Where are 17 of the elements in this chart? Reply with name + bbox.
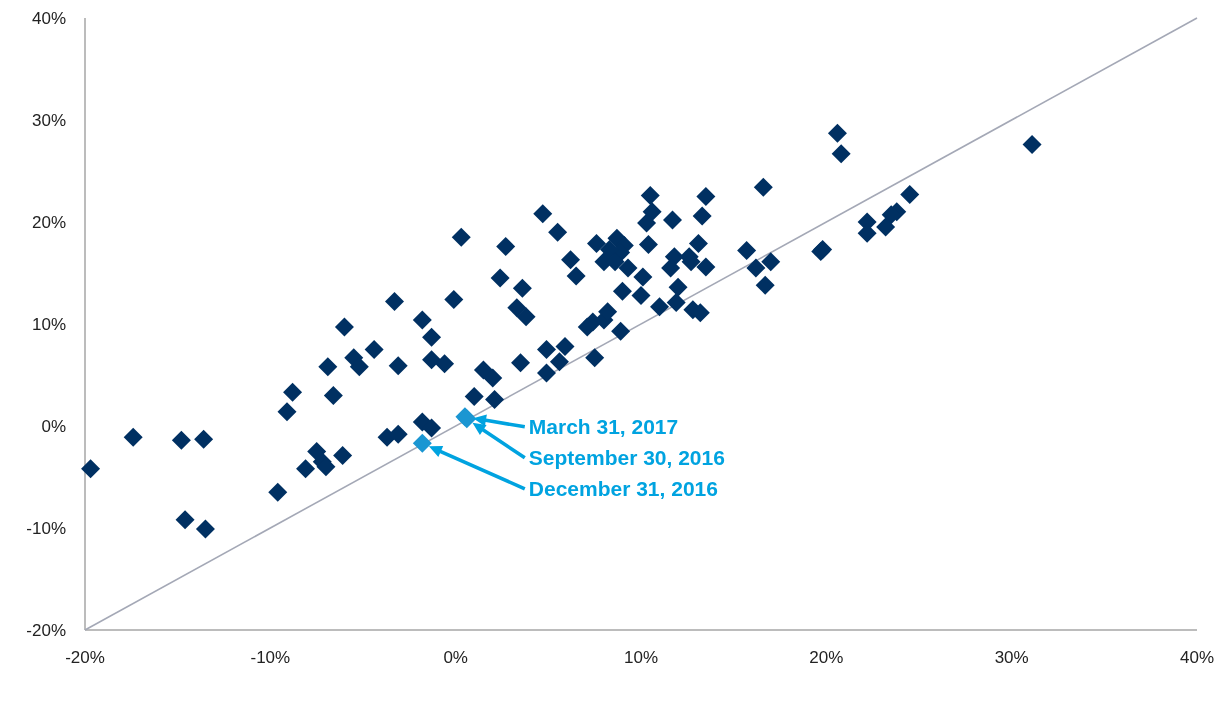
y-tick-label: 10% xyxy=(31,314,66,334)
x-tick-label: 30% xyxy=(994,648,1029,667)
y-tick-label: 20% xyxy=(31,212,66,232)
x-tick-label: 10% xyxy=(623,648,659,667)
y-tick-label: 0% xyxy=(41,416,66,436)
y-tick-label: 30% xyxy=(31,110,66,130)
x-tick-label: -10% xyxy=(250,648,291,667)
y-tick-label: -20% xyxy=(26,620,66,640)
x-tick-label: 40% xyxy=(1179,648,1215,667)
annotation: September 30, 2016 xyxy=(528,445,725,469)
y-tick-label: -10% xyxy=(26,518,66,538)
x-tick-label: 0% xyxy=(443,648,468,667)
annotation: March 31, 2017 xyxy=(528,414,679,438)
y-tick-label: 40% xyxy=(31,8,66,28)
x-tick-label: -20% xyxy=(65,648,105,667)
x-tick-label: 20% xyxy=(809,648,844,667)
annotation: December 31, 2016 xyxy=(528,476,718,500)
